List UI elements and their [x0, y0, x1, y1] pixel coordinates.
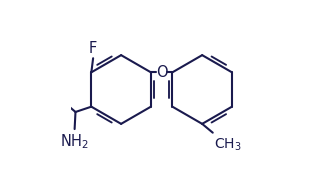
Text: F: F	[89, 41, 97, 56]
Text: O: O	[156, 65, 168, 80]
Text: CH$_3$: CH$_3$	[214, 136, 242, 153]
Text: NH$_2$: NH$_2$	[60, 132, 89, 151]
